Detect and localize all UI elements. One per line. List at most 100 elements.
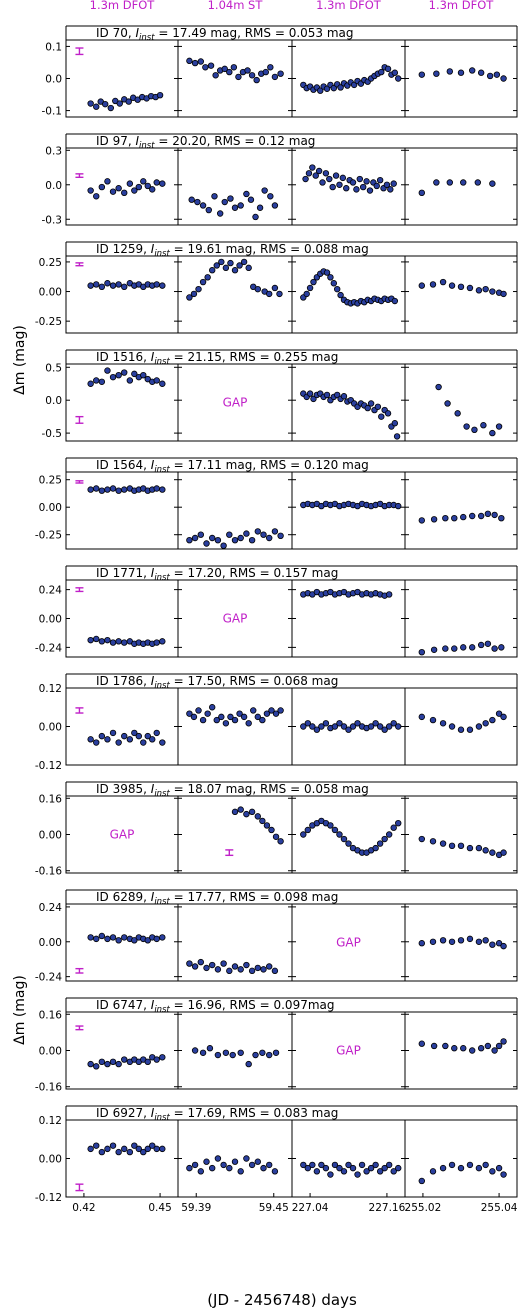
data-point [448, 1161, 456, 1169]
data-point [250, 707, 257, 714]
data-point [300, 831, 307, 838]
panel-frame [65, 687, 179, 766]
data-point [381, 1164, 388, 1172]
data-point [208, 961, 216, 969]
data-point [131, 370, 138, 378]
data-point [500, 1038, 507, 1045]
data-point [104, 636, 111, 644]
data-point [354, 1171, 361, 1178]
data-point [277, 70, 284, 77]
data-point [231, 267, 239, 274]
data-point [430, 646, 438, 653]
data-point [367, 400, 375, 407]
gap-label: GAP [223, 612, 248, 626]
data-point [268, 707, 275, 714]
panel [404, 1119, 518, 1198]
data-point [451, 645, 458, 652]
telescope-labels: 1.3m DFOT 1.04m ST 1.3m DFOT 1.3m DFOT [90, 0, 495, 12]
x-tick-label: 59.45 [259, 1202, 289, 1214]
row-title: ID 1771, Iinst = 17.20, RMS = 0.157 mag [96, 566, 338, 583]
data-point [252, 213, 259, 221]
y-tick-label: -0.16 [35, 866, 62, 878]
data-point [340, 1168, 348, 1175]
data-point [304, 720, 312, 727]
data-point [349, 1164, 357, 1172]
telescope-label: 1.3m DFOT [429, 0, 495, 12]
data-point [439, 278, 447, 286]
panel-frame [404, 795, 518, 874]
data-point [466, 935, 474, 943]
panel [404, 363, 518, 442]
data-point [268, 826, 275, 834]
data-point [153, 377, 160, 384]
data-point [262, 68, 269, 76]
data-point [254, 1158, 261, 1165]
data-point [475, 287, 483, 294]
data-point [500, 849, 507, 856]
data-point [495, 710, 503, 717]
data-point [457, 1164, 465, 1172]
data-point [226, 967, 233, 975]
data-point [331, 1161, 339, 1169]
data-point [254, 285, 261, 293]
data-point [93, 485, 100, 492]
data-point [395, 1164, 402, 1172]
data-point [98, 932, 106, 940]
y-tick-label: 0.16 [39, 1009, 63, 1021]
data-point [87, 736, 94, 743]
panel [177, 903, 293, 982]
data-point [323, 269, 331, 276]
data-point [466, 284, 474, 292]
data-point [214, 537, 222, 544]
data-point [156, 91, 164, 99]
x-axis-label: (JD - 2456748) days [207, 1291, 357, 1309]
data-point [259, 1049, 266, 1056]
data-point [433, 179, 440, 186]
light-curve-row: ID 1771, Iinst = 17.20, RMS = 0.157 mag G… [35, 565, 518, 658]
data-point [104, 178, 111, 185]
panel [404, 147, 518, 226]
data-point [484, 1042, 492, 1050]
panel [65, 687, 179, 766]
y-tick-label: -0.24 [35, 972, 62, 984]
data-point [306, 284, 314, 292]
data-point [339, 174, 347, 182]
data-point [236, 710, 243, 717]
data-point [235, 73, 242, 81]
data-point [256, 204, 264, 211]
panel [291, 363, 406, 442]
data-point [345, 840, 352, 847]
panel [404, 687, 518, 766]
light-curve-row: ID 97, Iinst = 20.20, RMS = 0.12 mag -0.3… [42, 133, 518, 226]
data-point [477, 1045, 485, 1052]
panel [65, 1011, 179, 1090]
data-point [466, 726, 474, 733]
data-point [337, 291, 344, 299]
panel [65, 1119, 179, 1198]
data-point [98, 183, 106, 191]
data-point [208, 534, 216, 542]
data-point [395, 502, 402, 510]
error-bar [75, 1183, 84, 1192]
data-point [439, 1164, 447, 1172]
data-point [248, 1161, 256, 1169]
data-point [430, 516, 438, 523]
data-point [87, 100, 94, 107]
data-point [121, 1056, 128, 1063]
data-point [500, 75, 507, 82]
data-point [93, 935, 100, 943]
data-point [87, 1145, 94, 1153]
panel: GAP [177, 363, 293, 442]
data-point [98, 378, 106, 385]
data-point [159, 739, 166, 746]
data-point [310, 395, 317, 403]
data-point [272, 710, 280, 717]
data-point [457, 842, 465, 850]
data-point [336, 1164, 343, 1172]
data-point [345, 1161, 352, 1169]
data-point [153, 639, 160, 646]
data-point [237, 202, 244, 209]
light-curve-row: ID 6747, Iinst = 16.96, RMS = 0.097mag GA… [35, 997, 518, 1094]
data-point [237, 966, 244, 973]
data-point [208, 267, 216, 274]
